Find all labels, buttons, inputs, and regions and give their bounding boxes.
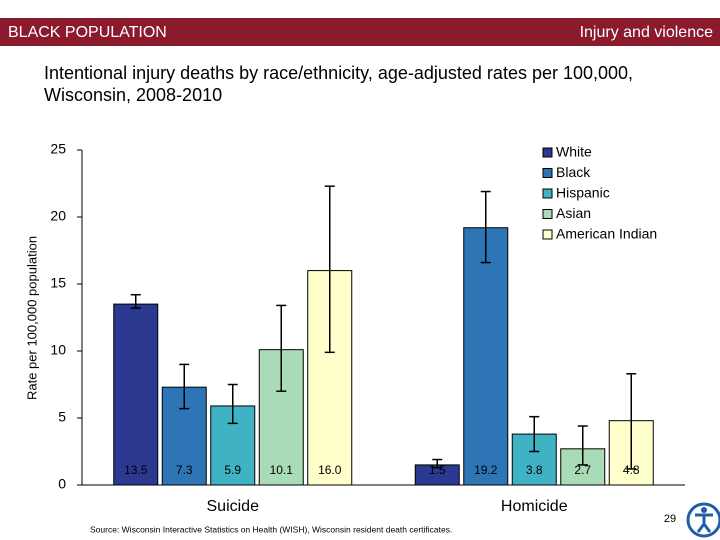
data-label: 1.5: [429, 463, 446, 477]
y-tick-label: 5: [58, 409, 66, 425]
legend-label: Asian: [556, 205, 591, 221]
legend-label: Black: [556, 164, 591, 180]
x-tick-label: Homicide: [501, 498, 568, 515]
data-label: 10.1: [270, 463, 294, 477]
legend-swatch: [542, 229, 553, 240]
legend-swatch: [542, 147, 553, 158]
data-label: 16.0: [318, 463, 342, 477]
x-tick-label: Suicide: [207, 498, 260, 515]
header-right: Injury and violence: [580, 24, 714, 41]
bar: [113, 303, 159, 486]
data-label: 13.5: [124, 463, 148, 477]
y-tick-label: 20: [50, 208, 66, 224]
bar: [560, 448, 606, 486]
legend-label: American Indian: [556, 226, 657, 242]
data-label: 3.8: [526, 463, 543, 477]
chart-title: Intentional injury deaths by race/ethnic…: [44, 63, 634, 105]
page-number: 29: [664, 513, 676, 525]
header-left: BLACK POPULATION: [8, 24, 167, 41]
data-label: 7.3: [176, 463, 193, 477]
data-label: 4.8: [623, 463, 640, 477]
y-axis-label: Rate per 100,000 population: [24, 236, 39, 400]
data-label: 2.7: [574, 463, 591, 477]
y-tick-label: 10: [50, 342, 66, 358]
header-bar: [0, 18, 720, 46]
data-label: 5.9: [224, 463, 241, 477]
y-tick-label: 15: [50, 275, 66, 291]
source: Source: Wisconsin Interactive Statistics…: [90, 524, 452, 534]
y-tick-label: 0: [58, 476, 66, 492]
legend-swatch: [542, 209, 553, 219]
y-tick-label: 25: [50, 141, 66, 157]
legend-label: White: [556, 144, 592, 160]
legend-swatch: [542, 188, 553, 199]
legend-swatch: [542, 168, 553, 178]
legend-label: Hispanic: [556, 185, 610, 201]
data-label: 19.2: [474, 463, 498, 477]
logo: [686, 502, 720, 538]
bar: [463, 227, 509, 486]
